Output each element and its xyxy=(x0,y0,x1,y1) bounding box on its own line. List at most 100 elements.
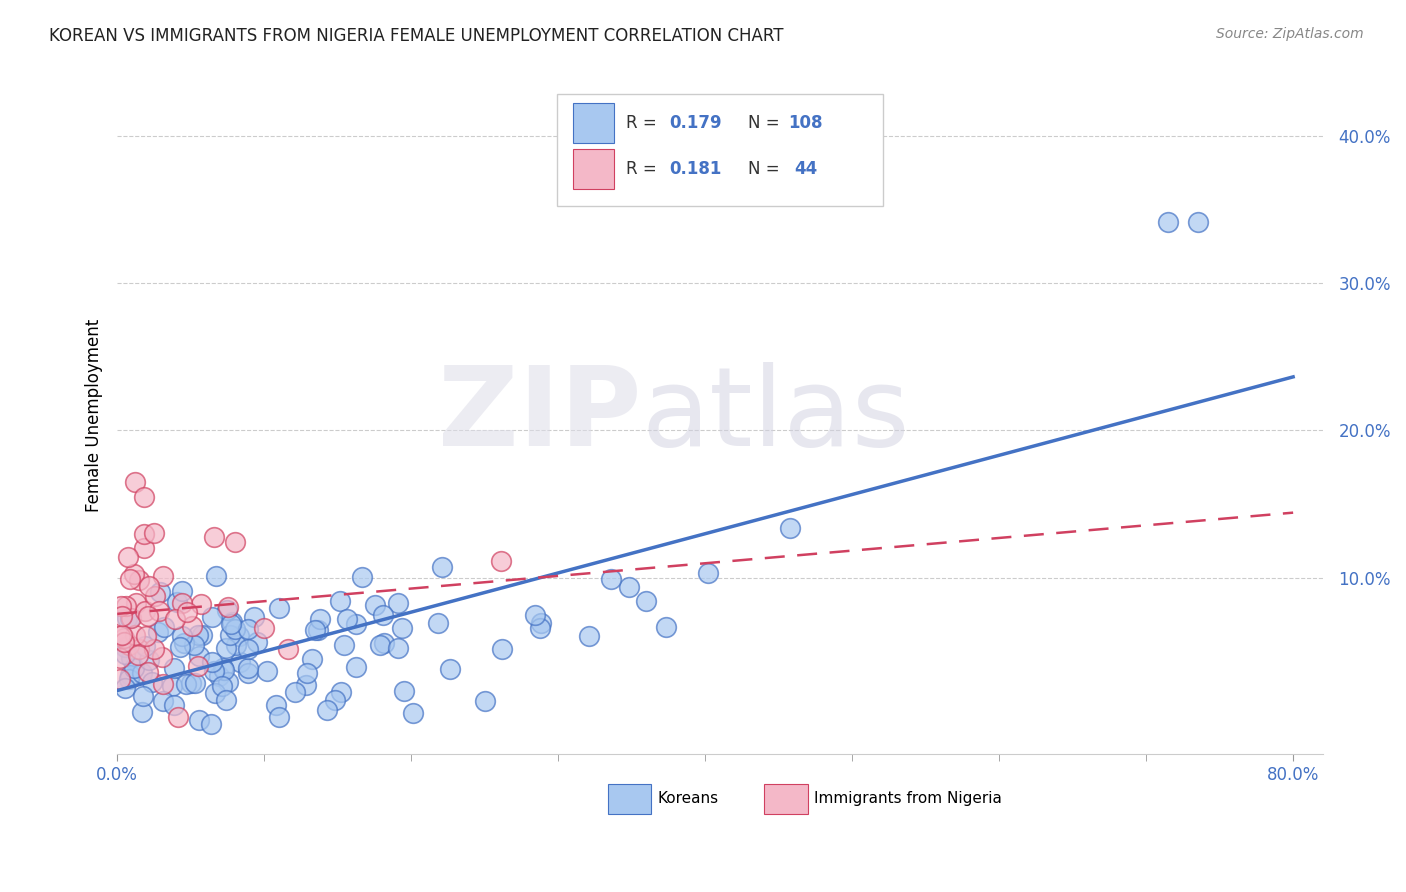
Point xyxy=(127,648,149,663)
Point xyxy=(236,666,259,681)
Point xyxy=(211,679,233,693)
Point xyxy=(132,689,155,703)
Text: Koreans: Koreans xyxy=(657,791,718,806)
Point xyxy=(236,661,259,675)
Point xyxy=(402,706,425,721)
Point xyxy=(284,685,307,699)
Point xyxy=(162,680,184,694)
Point xyxy=(219,628,242,642)
Point xyxy=(131,665,153,680)
Point xyxy=(122,566,145,581)
Point xyxy=(136,665,159,680)
Point xyxy=(308,612,330,626)
Point xyxy=(387,641,409,656)
Point xyxy=(148,585,170,599)
Point xyxy=(256,664,278,678)
Point xyxy=(228,629,250,643)
Point xyxy=(617,580,640,594)
Point xyxy=(295,678,318,692)
Point xyxy=(187,713,209,727)
Point xyxy=(344,660,367,674)
Point xyxy=(214,640,236,655)
Point xyxy=(316,703,339,717)
Point xyxy=(1157,214,1180,228)
Point xyxy=(170,596,193,610)
Point xyxy=(530,615,553,630)
Point xyxy=(143,641,166,656)
FancyBboxPatch shape xyxy=(765,784,808,814)
Point xyxy=(204,686,226,700)
Point xyxy=(295,665,318,680)
Point xyxy=(277,642,299,657)
Point xyxy=(599,572,621,586)
Text: N =: N = xyxy=(748,114,785,132)
Point xyxy=(143,590,166,604)
Point xyxy=(112,631,135,645)
Point xyxy=(474,694,496,708)
Point xyxy=(118,611,141,625)
Point xyxy=(1187,214,1209,228)
Point xyxy=(173,636,195,650)
Point xyxy=(132,527,155,541)
Point xyxy=(208,669,231,683)
Point xyxy=(202,665,225,679)
Point xyxy=(120,572,142,586)
FancyBboxPatch shape xyxy=(557,95,883,206)
FancyBboxPatch shape xyxy=(607,784,651,814)
Point xyxy=(152,569,174,583)
Point xyxy=(238,641,260,656)
Point xyxy=(578,629,600,643)
Point xyxy=(163,661,186,675)
Point xyxy=(153,620,176,634)
Point xyxy=(124,475,146,489)
Point xyxy=(301,652,323,666)
Point xyxy=(114,647,136,661)
Point xyxy=(697,566,720,580)
Point xyxy=(134,604,156,618)
Point xyxy=(221,615,243,629)
Point xyxy=(166,709,188,723)
Point xyxy=(212,663,235,677)
Point xyxy=(307,623,329,637)
Point xyxy=(253,622,276,636)
Point xyxy=(529,621,551,635)
Text: KOREAN VS IMMIGRANTS FROM NIGERIA FEMALE UNEMPLOYMENT CORRELATION CHART: KOREAN VS IMMIGRANTS FROM NIGERIA FEMALE… xyxy=(49,27,783,45)
Point xyxy=(368,638,391,652)
Text: ZIP: ZIP xyxy=(439,362,641,469)
Point xyxy=(111,628,134,642)
Point xyxy=(118,672,141,686)
Point xyxy=(215,692,238,706)
Point xyxy=(350,570,373,584)
Point xyxy=(108,672,131,686)
Point xyxy=(138,652,160,666)
Point xyxy=(122,660,145,674)
Point xyxy=(344,616,367,631)
Point xyxy=(394,684,416,698)
Point xyxy=(132,490,155,504)
Point xyxy=(217,674,239,689)
Point xyxy=(124,628,146,642)
Point xyxy=(655,620,678,634)
Point xyxy=(111,608,134,623)
Point xyxy=(114,640,136,654)
Point xyxy=(163,698,186,712)
Text: 0.179: 0.179 xyxy=(669,114,721,132)
Point xyxy=(215,603,238,617)
Point xyxy=(246,635,269,649)
Point xyxy=(138,579,160,593)
Point xyxy=(120,651,142,665)
Point xyxy=(180,676,202,690)
Point xyxy=(323,692,346,706)
Text: Immigrants from Nigeria: Immigrants from Nigeria xyxy=(814,791,1001,806)
Point xyxy=(125,596,148,610)
Point xyxy=(373,635,395,649)
Point xyxy=(120,668,142,682)
Point xyxy=(135,629,157,643)
Point xyxy=(430,560,453,574)
Point xyxy=(152,677,174,691)
Text: N =: N = xyxy=(748,160,785,178)
Point xyxy=(131,705,153,719)
FancyBboxPatch shape xyxy=(572,103,614,144)
Point xyxy=(333,638,356,652)
Point xyxy=(371,608,394,623)
